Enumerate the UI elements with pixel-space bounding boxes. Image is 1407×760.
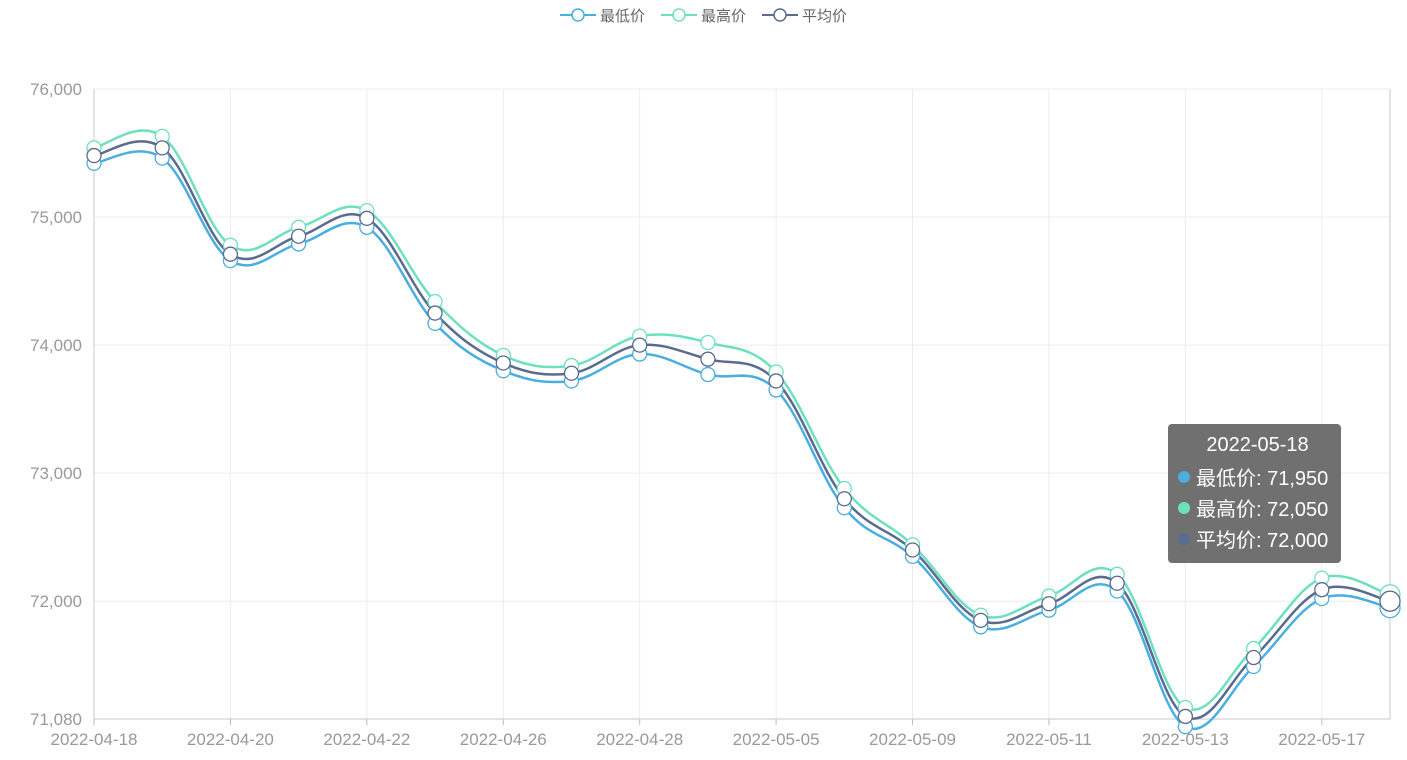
x-tick-label: 2022-05-17: [1278, 730, 1365, 749]
data-point: [973, 612, 989, 629]
data-point: [904, 542, 921, 558]
data-point: [1177, 708, 1194, 725]
x-tick-label: 2022-05-11: [1006, 730, 1092, 749]
legend-high-icon: [660, 8, 697, 22]
chart-legend: 最低价 最高价 平均价: [0, 0, 1407, 30]
legend-label-low: 最低价: [599, 7, 645, 25]
x-tick-label: 2022-04-26: [460, 730, 547, 749]
tooltip-avg-text: 平均价: 72,000: [1196, 530, 1329, 552]
tooltip-low-dot: [1178, 470, 1190, 483]
x-tick-label: 2022-04-20: [187, 730, 274, 749]
y-tick-label: 73,000: [30, 464, 82, 483]
x-tick-label: 2022-04-18: [51, 730, 138, 749]
data-point: [1379, 590, 1401, 612]
y-tick-label: 76,000: [30, 80, 82, 99]
legend-label-avg: 平均价: [802, 7, 848, 25]
tooltip-high-dot: [1178, 501, 1190, 514]
y-tick-label: 75,000: [30, 208, 82, 227]
legend-item-avg[interactable]: 平均价: [762, 5, 847, 26]
legend-item-low[interactable]: 最低价: [559, 5, 645, 26]
data-point: [700, 366, 716, 383]
data-point: [427, 305, 443, 321]
data-point: [563, 365, 580, 381]
data-point: [1314, 582, 1330, 598]
legend-low-icon: [559, 8, 596, 22]
data-point: [836, 491, 852, 507]
tooltip-row-high: 最高价: 72,050: [1178, 492, 1337, 523]
tooltip-date: 2022-05-18: [1206, 434, 1309, 456]
data-point: [154, 140, 170, 156]
tooltip-low-text: 最低价: 71,950: [1196, 468, 1329, 490]
data-point: [290, 228, 307, 244]
series-points: [86, 128, 1401, 735]
tooltip-high-text: 最高价: 72,050: [1196, 499, 1329, 521]
x-axis-labels: 2022-04-18 2022-04-20 2022-04-22 2022-04-26…: [51, 730, 1366, 749]
y-tick-label: 72,000: [30, 592, 82, 611]
data-point: [1245, 649, 1262, 666]
axes: [93, 89, 1391, 725]
tooltip-avg-dot: [1178, 532, 1190, 545]
data-point: [1041, 596, 1057, 612]
data-point: [1109, 575, 1125, 591]
data-point: [359, 210, 375, 226]
y-tick-label: 74,000: [30, 336, 82, 355]
data-point: [768, 373, 784, 389]
x-tick-label: 2022-05-05: [733, 730, 820, 749]
legend-item-high[interactable]: 最高价: [660, 5, 746, 26]
data-point: [222, 246, 239, 262]
tooltip: 2022-05-18 最低价: 71,950 最高价: 72,050 平均价: …: [1168, 424, 1341, 563]
x-tick-label: 2022-05-13: [1142, 730, 1229, 749]
grid-lines: [93, 88, 1390, 720]
x-tick-label: 2022-04-22: [323, 730, 410, 749]
tooltip-row-avg: 平均价: 72,000: [1178, 523, 1337, 554]
data-point: [700, 334, 716, 351]
legend-avg-icon: [762, 8, 798, 22]
data-point: [700, 351, 716, 367]
x-tick-label: 2022-04-28: [596, 730, 683, 749]
x-tick-label: 2022-05-09: [869, 730, 956, 749]
data-point: [495, 355, 511, 371]
y-axis-labels: 76,000 75,000 74,000 73,000 72,000 71,080: [30, 80, 82, 729]
data-point: [86, 147, 102, 164]
tooltip-row-low: 最低价: 71,950: [1178, 461, 1337, 492]
y-tick-label: 71,080: [30, 710, 82, 729]
data-point: [632, 337, 648, 353]
legend-label-high: 最高价: [700, 7, 746, 25]
